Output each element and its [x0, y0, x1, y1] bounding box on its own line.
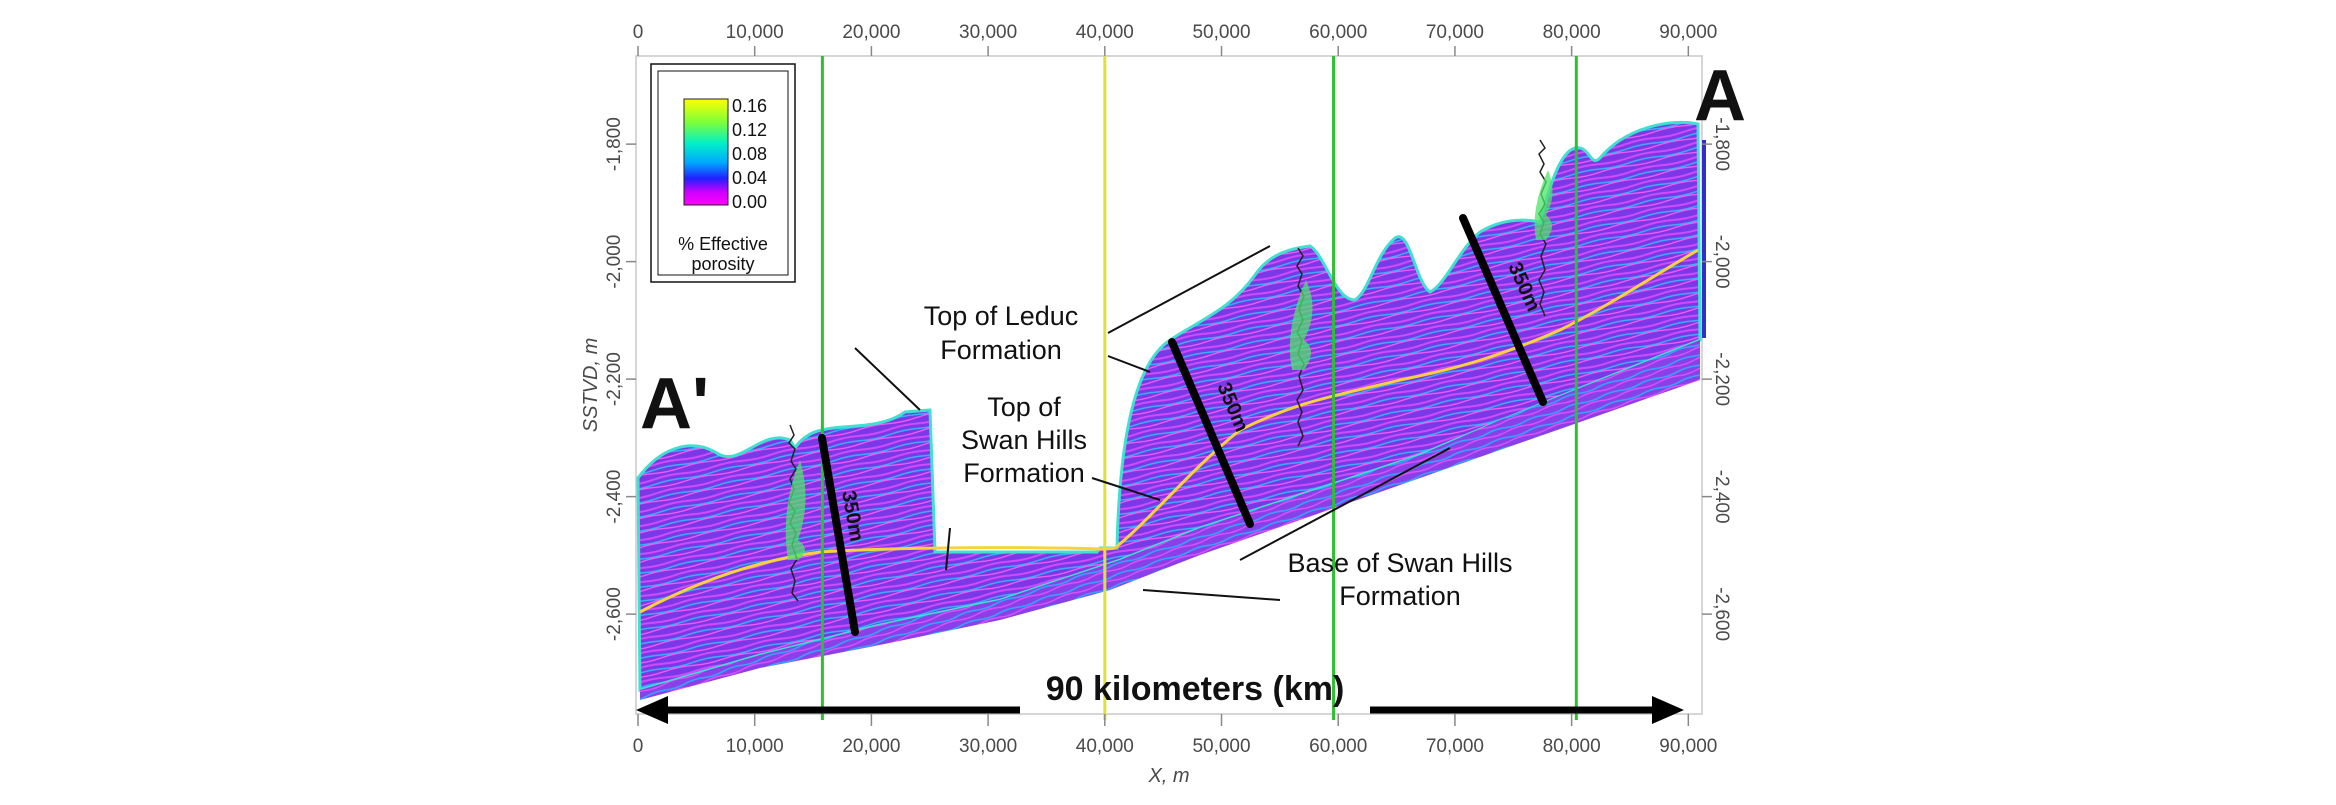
annotations: Top of Leduc Formation Top of Swan Hills… [924, 301, 1513, 611]
leduc-label-line1: Top of Leduc [924, 301, 1079, 331]
well-lines [820, 56, 1578, 720]
legend: 0.16 0.12 0.08 0.04 0.00 % Effective por… [650, 63, 796, 283]
x-tick-label-top: 20,000 [842, 22, 900, 43]
swan-top-label-line2: Swan Hills [961, 425, 1087, 455]
legend-tick: 0.08 [732, 144, 767, 164]
y-tick-label-right: -2,400 [1711, 470, 1732, 524]
x-tick-label-top: 50,000 [1192, 22, 1250, 43]
x-tick-label-top: 60,000 [1309, 22, 1367, 43]
x-tick-label-bottom: 10,000 [726, 736, 784, 757]
legend-title-line1: % Effective [678, 234, 768, 254]
swan-top-label-line3: Formation [963, 458, 1085, 488]
x-axis-top: 0 10,000 20,000 30,000 40,000 50,000 60,000 70,… [633, 22, 1717, 56]
x-tick-label-top: 0 [633, 22, 644, 43]
x-tick-label-top: 10,000 [726, 22, 784, 43]
y-tick-label-left: -2,400 [604, 470, 625, 524]
thickness-bars [818, 214, 1547, 636]
swan-top-label-line1: Top of [987, 392, 1061, 422]
scale-arrow-right-head [1652, 696, 1684, 724]
legend-title-line2: porosity [691, 254, 754, 274]
swan-base-label-line1: Base of Swan Hills [1287, 548, 1512, 578]
x-tick-label-bottom: 90,000 [1659, 736, 1717, 757]
y-tick-label-left: -2,600 [604, 587, 625, 641]
y-tick-label-left: -2,000 [604, 235, 625, 289]
legend-colorbar [683, 98, 729, 206]
thickness-bar-right [1459, 214, 1547, 406]
x-axis-title: X, m [1147, 765, 1189, 787]
y-axis-right: -1,800 -2,000 -2,200 -2,400 -2,600 [1702, 117, 1732, 641]
legend-tick: 0.04 [732, 168, 767, 188]
y-tick-label-left: -1,800 [604, 117, 625, 171]
x-tick-label-top: 80,000 [1543, 22, 1601, 43]
y-tick-label-right: -2,000 [1711, 235, 1732, 289]
thickness-bar-middle [1168, 338, 1254, 528]
x-tick-label-top: 90,000 [1659, 22, 1717, 43]
y-tick-label-left: -2,200 [604, 352, 625, 406]
x-tick-label-top: 30,000 [959, 22, 1017, 43]
annotation-leaders [854, 245, 1451, 601]
x-tick-label-bottom: 30,000 [959, 736, 1017, 757]
legend-tick: 0.00 [732, 192, 767, 212]
scale-label: 90 kilometers (km) [1046, 670, 1345, 708]
x-tick-label-bottom: 40,000 [1076, 736, 1134, 757]
scale-bar: 90 kilometers (km) [636, 670, 1684, 724]
endpoint-a-prime: A' [640, 364, 709, 444]
thickness-bar-left [818, 434, 859, 636]
legend-tick: 0.16 [732, 96, 767, 116]
x-tick-label-bottom: 50,000 [1192, 736, 1250, 757]
swan-hills-top-horizon [639, 248, 1699, 614]
swan-base-label-line2: Formation [1339, 581, 1461, 611]
x-tick-label-bottom: 70,000 [1426, 736, 1484, 757]
x-tick-label-top: 70,000 [1426, 22, 1484, 43]
y-tick-label-right: -2,200 [1711, 352, 1732, 406]
x-tick-label-bottom: 0 [633, 736, 644, 757]
x-tick-label-bottom: 80,000 [1543, 736, 1601, 757]
y-tick-label-right: -2,600 [1711, 587, 1732, 641]
x-tick-label-bottom: 60,000 [1309, 736, 1367, 757]
x-tick-label-top: 40,000 [1076, 22, 1134, 43]
y-tick-label-right: -1,800 [1711, 117, 1732, 171]
legend-tick: 0.12 [732, 120, 767, 140]
x-axis-bottom: 0 10,000 20,000 30,000 40,000 50,000 60,000 70,… [633, 714, 1717, 757]
well-log-fills [785, 170, 1553, 560]
x-tick-label-bottom: 20,000 [842, 736, 900, 757]
endpoint-a: A [1694, 56, 1746, 136]
y-axis-title: SSTVD, m [580, 338, 602, 432]
leduc-label-line2: Formation [940, 335, 1062, 365]
scale-arrow-left-head [636, 696, 668, 724]
y-axis-left: -1,800 -2,000 -2,200 -2,400 -2,600 [604, 117, 636, 641]
